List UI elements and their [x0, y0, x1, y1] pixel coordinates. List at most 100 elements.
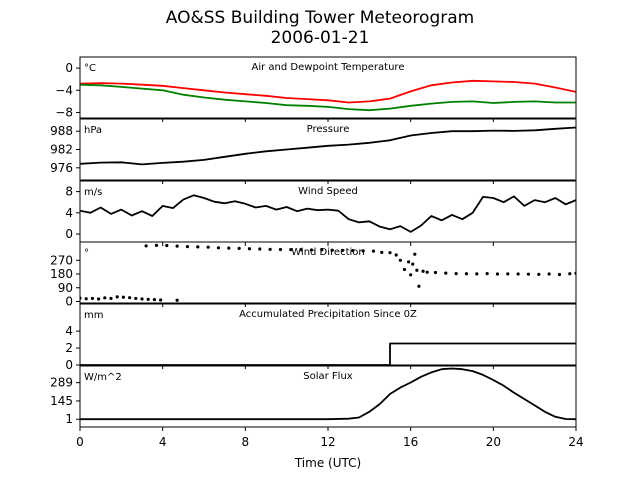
data-point-wind_dir-1-33: [417, 284, 421, 288]
x-tick-label-3: 12: [320, 435, 335, 449]
series-line-wind_speed-0: [80, 194, 576, 233]
data-point-wind_dir-1-7: [216, 246, 221, 250]
panel-temp: 0 −4 −8 °C Air and Dewpoint Temperature: [55, 56, 577, 122]
y-tick-label-wind_speed-0: 8: [65, 185, 73, 199]
x-tick-label-0: 0: [76, 435, 84, 449]
data-point-wind_dir-1-4: [185, 244, 190, 249]
x-axis-label: Time (UTC): [294, 456, 361, 470]
y-tick-label-precip-0: 4: [65, 324, 73, 338]
y-tick-label-precip-1: 2: [65, 341, 73, 355]
y-tick-label-pressure-1: 982: [50, 143, 73, 157]
data-point-wind_dir-1-28: [407, 260, 411, 264]
data-point-wind_dir-1-36: [433, 270, 438, 275]
data-point-wind_dir-1-15: [299, 248, 303, 252]
unit-label-pressure: hPa: [84, 125, 102, 136]
data-point-wind_dir-0-13: [159, 298, 163, 302]
panel-title-temp: Air and Dewpoint Temperature: [252, 62, 405, 73]
y-tick-label-precip-2: 0: [65, 358, 73, 372]
data-point-wind_dir-0-1: [84, 297, 88, 301]
y-tick-label-solar-0: 289: [50, 376, 73, 390]
data-point-wind_dir-1-49: [568, 272, 572, 276]
unit-label-precip: mm: [84, 310, 103, 321]
data-point-wind_dir-0-2: [90, 296, 94, 301]
data-point-wind_dir-1-2: [165, 243, 169, 248]
x-tick-label-1: 4: [159, 435, 167, 449]
y-tick-label-temp-1: −4: [55, 83, 73, 97]
unit-label-temp: °C: [84, 63, 96, 74]
y-tick-label-wind_dir-1: 180: [50, 267, 73, 281]
data-point-wind_dir-1-10: [247, 247, 252, 251]
series-line-pressure-0: [80, 126, 576, 166]
data-point-wind_dir-1-22: [371, 249, 376, 253]
x-tick-label-4: 16: [403, 435, 418, 449]
y-tick-label-pressure-2: 976: [50, 161, 73, 175]
panel-pressure: 988 982 976 hPa Pressure: [50, 118, 577, 184]
data-point-wind_dir-1-38: [454, 271, 458, 276]
y-tick-label-wind_speed-2: 0: [65, 227, 73, 241]
data-point-wind_dir-0-6: [115, 295, 119, 299]
data-point-wind_dir-0-11: [146, 297, 150, 301]
data-point-wind_dir-1-6: [206, 245, 210, 249]
panel-title-pressure: Pressure: [307, 124, 350, 135]
panel-title-wind_dir: Wind Direction: [291, 247, 365, 258]
x-tick-label-5: 20: [486, 435, 501, 449]
x-tick-label-2: 8: [242, 435, 250, 449]
data-point-wind_dir-1-37: [444, 271, 448, 275]
data-point-wind_dir-1-16: [309, 248, 314, 252]
figure-title-line2: 2006-01-21: [270, 28, 370, 48]
series-line-solar-0: [80, 367, 576, 421]
data-point-wind_dir-1-27: [402, 267, 407, 272]
data-point-wind_dir-1-25: [394, 253, 398, 257]
panel-solar: 289 145 1 W/m^2 Solar Flux: [50, 365, 577, 431]
data-point-wind_dir-1-48: [557, 272, 562, 277]
data-point-wind_dir-1-13: [278, 247, 283, 252]
data-point-wind_dir-1-14: [289, 248, 293, 252]
data-point-wind_dir-0-12: [152, 298, 156, 302]
data-point-wind_dir-1-47: [547, 272, 551, 276]
panel-title-solar: Solar Flux: [303, 371, 353, 382]
data-point-wind_dir-1-35: [425, 270, 429, 274]
data-point-wind_dir-1-24: [388, 251, 392, 255]
figure-title-line1: AO&SS Building Tower Meteorogram: [165, 8, 475, 28]
figure-title: AO&SS Building Tower Meteorogram 2006-01…: [0, 8, 640, 48]
data-point-wind_dir-1-41: [485, 271, 489, 276]
data-point-wind_dir-1-8: [227, 246, 231, 250]
data-point-wind_dir-1-32: [415, 268, 419, 272]
data-point-wind_dir-0-14: [175, 298, 179, 302]
y-tick-label-wind_dir-3: 0: [65, 294, 73, 308]
data-point-wind_dir-1-23: [380, 250, 384, 254]
unit-label-solar: W/m^2: [84, 372, 122, 383]
data-point-wind_dir-1-5: [196, 245, 200, 249]
data-point-wind_dir-1-44: [516, 272, 520, 276]
data-point-wind_dir-1-20: [351, 248, 355, 253]
data-point-wind_dir-1-31: [413, 252, 417, 256]
y-tick-label-temp-0: 0: [65, 61, 73, 75]
y-tick-label-solar-2: 1: [65, 412, 73, 426]
y-tick-label-pressure-0: 988: [50, 124, 73, 138]
data-point-wind_dir-1-45: [526, 272, 531, 276]
data-point-wind_dir-1-1: [154, 243, 159, 247]
data-point-wind_dir-1-40: [475, 272, 479, 276]
series-line-precip-0: [80, 342, 576, 365]
data-point-wind_dir-0-4: [103, 296, 107, 300]
panel-precip: 4 2 0 mm Accumulated Precipitation Since 0Z: [65, 303, 577, 372]
data-point-wind_dir-1-11: [258, 247, 262, 251]
data-point-wind_dir-1-19: [340, 248, 345, 252]
y-tick-label-wind_speed-1: 4: [65, 206, 73, 220]
panel-title-wind_speed: Wind Speed: [298, 186, 358, 197]
y-tick-label-solar-1: 145: [50, 394, 73, 408]
data-point-wind_dir-0-7: [121, 295, 125, 299]
y-tick-label-temp-2: −8: [55, 105, 73, 119]
data-point-wind_dir-1-21: [361, 249, 365, 253]
data-point-wind_dir-0-3: [97, 297, 101, 301]
data-point-wind_dir-1-18: [330, 248, 334, 252]
unit-label-wind_speed: m/s: [84, 187, 102, 198]
panel-wind_speed: 8 4 0 m/s Wind Speed: [65, 180, 577, 246]
data-point-wind_dir-0-5: [109, 296, 113, 301]
series-line-temp-0: [80, 79, 576, 104]
panel-title-precip: Accumulated Precipitation Since 0Z: [239, 309, 417, 320]
y-tick-label-wind_dir-2: 90: [58, 281, 73, 295]
